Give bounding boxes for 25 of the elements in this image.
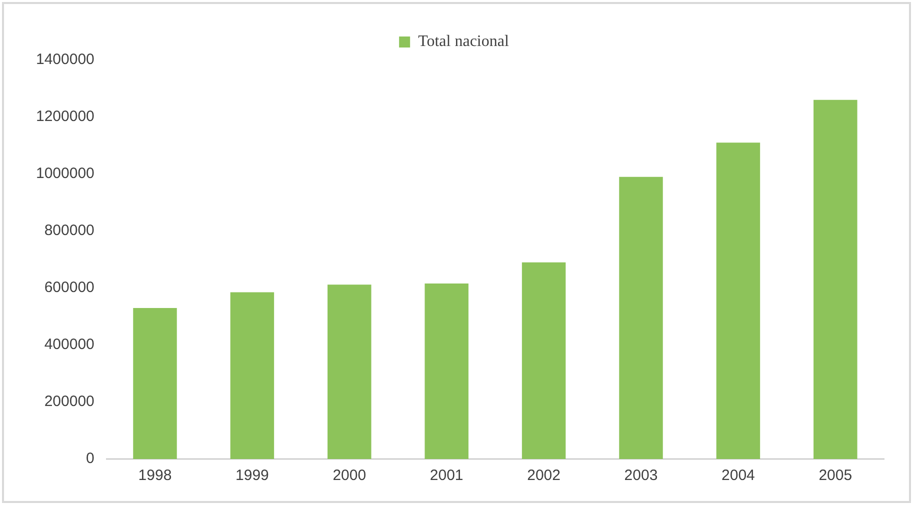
y-tick-label: 1400000 bbox=[36, 51, 94, 68]
x-tick-label: 2004 bbox=[722, 467, 755, 484]
y-tick-label: 400000 bbox=[44, 336, 94, 354]
bar bbox=[230, 292, 274, 459]
x-tick-label: 1999 bbox=[236, 467, 269, 484]
legend-label: Total nacional bbox=[418, 33, 510, 50]
y-tick-label: 1200000 bbox=[36, 108, 94, 126]
y-tick-label: 600000 bbox=[44, 279, 94, 296]
x-tick-label: 1998 bbox=[138, 467, 172, 484]
x-tick-label: 2001 bbox=[430, 467, 464, 484]
bar bbox=[424, 283, 468, 459]
x-tick-label: 2002 bbox=[527, 467, 560, 484]
bar bbox=[522, 262, 566, 459]
x-tick-label: 2000 bbox=[332, 467, 366, 484]
bar bbox=[619, 176, 663, 459]
y-tick-label: 0 bbox=[86, 450, 94, 468]
y-tick-label: 1000000 bbox=[36, 165, 94, 182]
bar bbox=[716, 142, 760, 459]
bar bbox=[328, 284, 372, 459]
bar bbox=[814, 100, 858, 459]
x-tick-label: 2005 bbox=[818, 467, 852, 484]
x-tick-label: 2003 bbox=[624, 467, 658, 484]
bar bbox=[133, 308, 177, 459]
y-tick-label: 800000 bbox=[44, 222, 94, 240]
y-tick-label: 200000 bbox=[44, 393, 94, 410]
